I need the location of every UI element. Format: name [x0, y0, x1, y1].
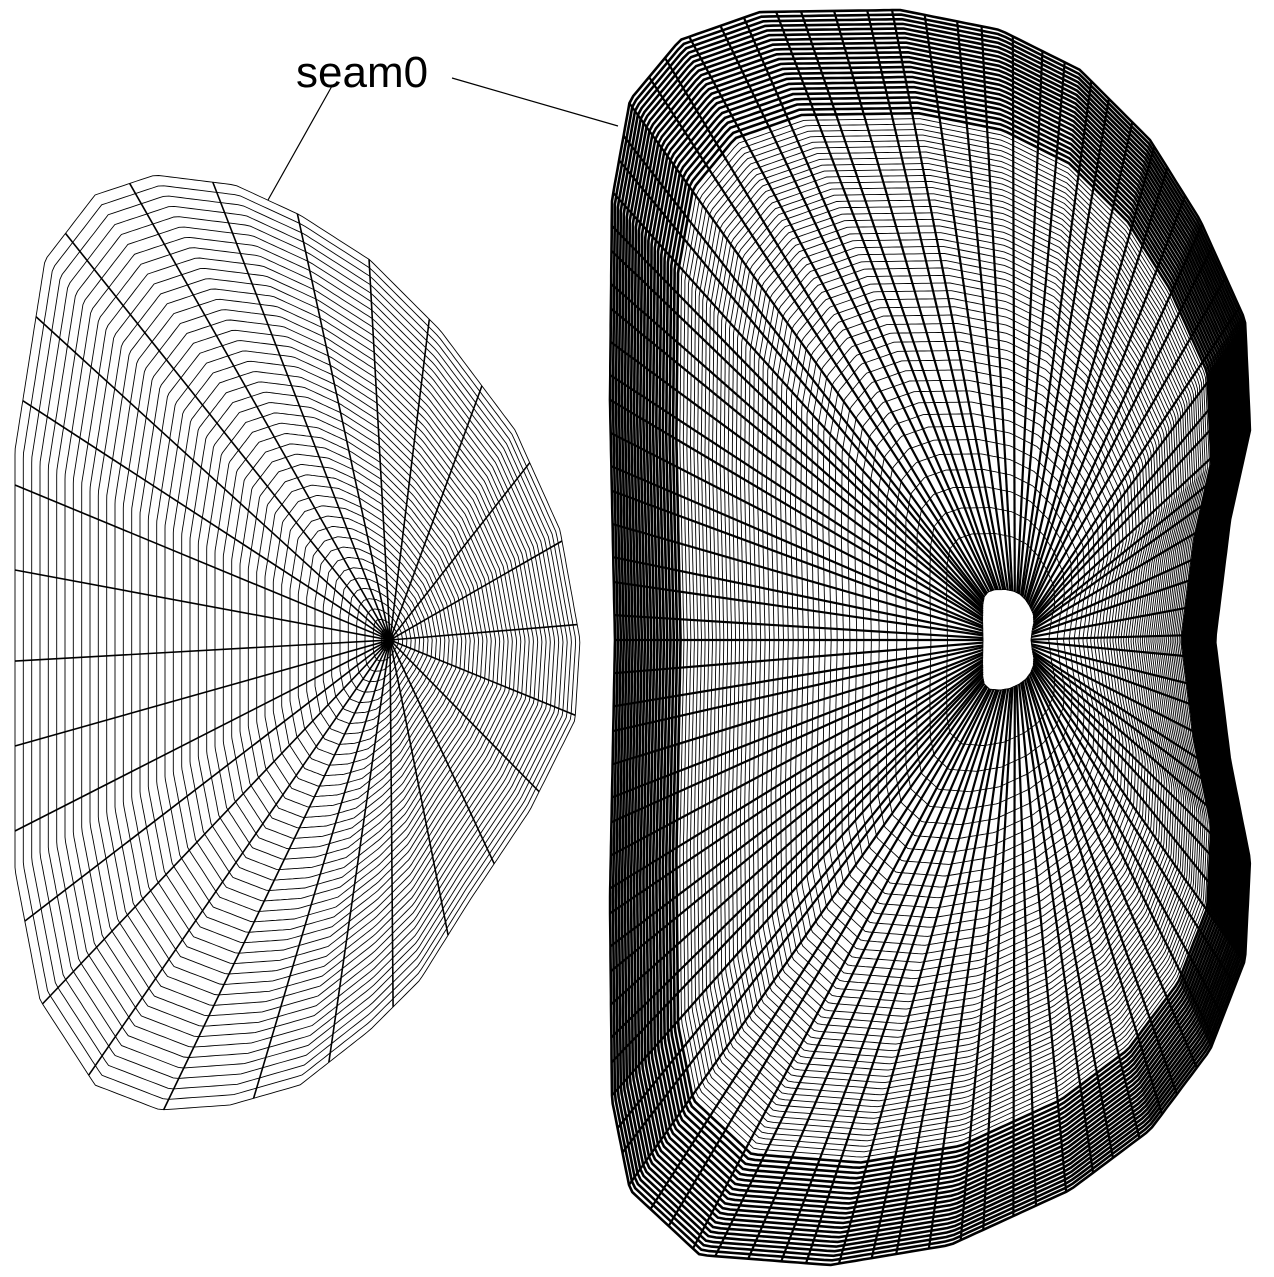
mesh-radial	[15, 640, 390, 661]
mesh-radial	[390, 319, 429, 640]
mesh-ring	[40, 206, 567, 1078]
mesh-radial	[65, 233, 390, 640]
mesh-radial	[254, 640, 390, 1098]
mesh-radial	[43, 640, 390, 1004]
page: seam0 (() => { const data = JSON.parse(d…	[0, 0, 1274, 1277]
mesh-radial	[15, 485, 390, 640]
mesh-radial	[130, 183, 390, 640]
mesh-ring	[32, 196, 572, 1089]
mesh-ring	[98, 279, 537, 1006]
right-mesh	[610, 10, 1250, 1265]
mesh-radial	[36, 317, 390, 640]
mesh-radial	[982, 26, 1013, 591]
seam-label: seam0	[296, 48, 428, 97]
mesh-radial	[1013, 686, 1014, 1216]
mesh-ring	[82, 258, 546, 1026]
mesh-ring	[198, 403, 487, 880]
mesh-ring	[983, 590, 1034, 690]
mesh-radial	[1030, 674, 1197, 1067]
leader-line	[452, 78, 618, 126]
mesh-radial	[669, 687, 988, 1226]
mesh-ring	[115, 299, 529, 984]
diagram: seam0	[0, 0, 1274, 1277]
mesh-radial	[748, 689, 993, 1258]
mesh-ring	[190, 392, 491, 890]
mesh-ring	[48, 217, 563, 1068]
mesh-radial	[650, 686, 985, 1210]
mesh-radial	[15, 570, 390, 640]
mesh-radial	[15, 640, 390, 831]
left-mesh	[15, 176, 580, 1110]
mesh-radial	[1024, 122, 1132, 598]
leader-line	[268, 86, 332, 200]
